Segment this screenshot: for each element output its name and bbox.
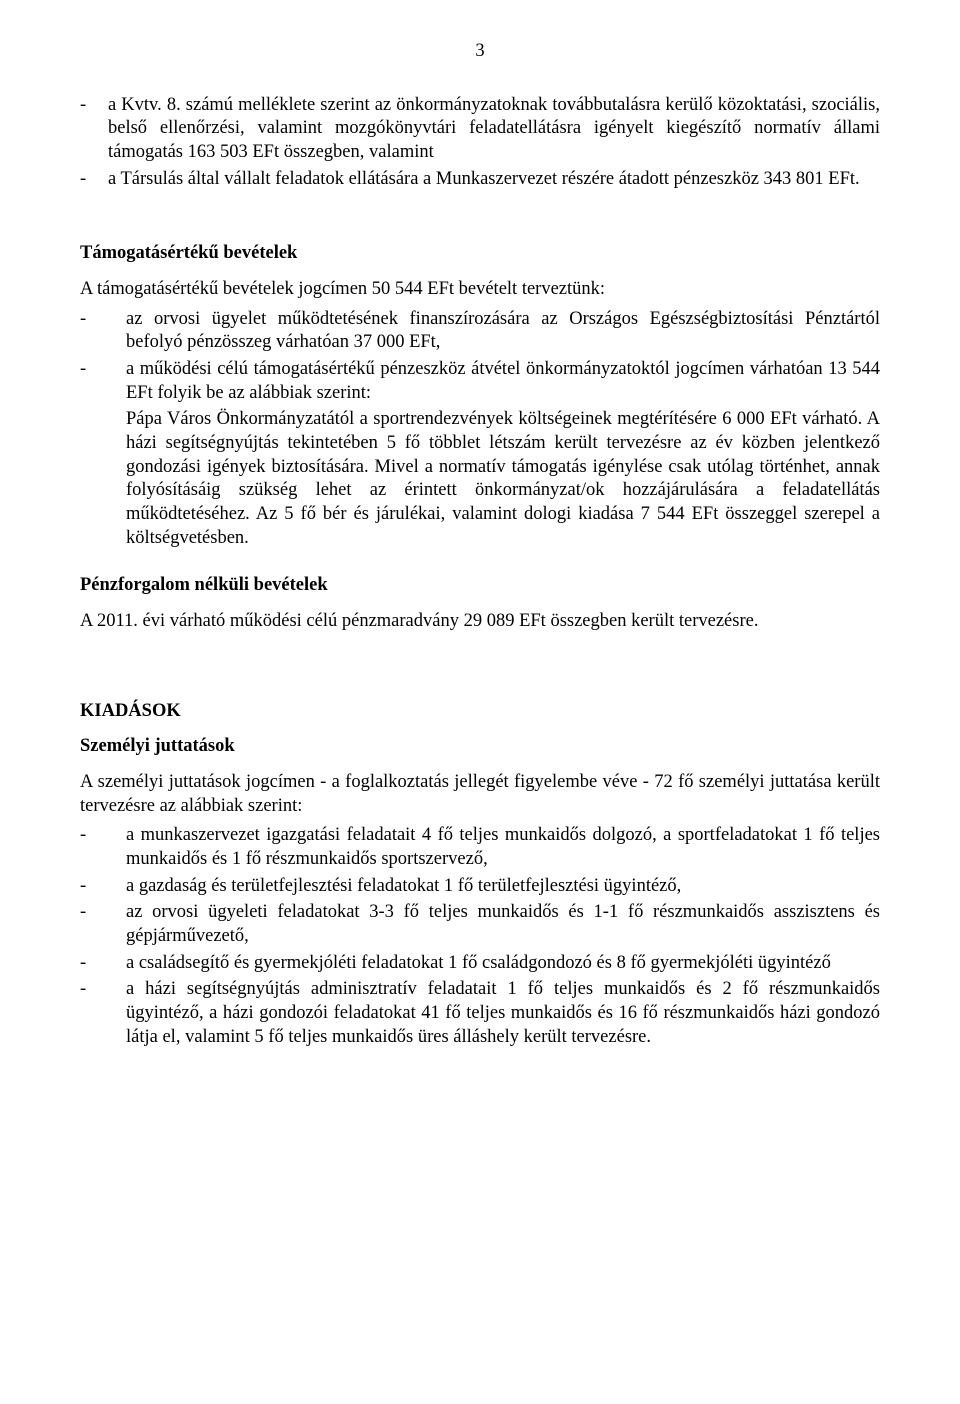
bullet-dash: -: [80, 875, 108, 899]
bullet-text: a működési célú támogatásértékű pénzeszk…: [108, 358, 880, 405]
bullet-dash: -: [80, 308, 108, 355]
heading-szemelyi: Személyi juttatások: [80, 735, 880, 759]
para-tamogatas-intro: A támogatásértékű bevételek jogcímen 50 …: [80, 278, 880, 302]
bullet-text: az orvosi ügyeleti feladatokat 3-3 fő te…: [108, 901, 880, 948]
bullet-text: a családsegítő és gyermekjóléti feladato…: [108, 952, 880, 976]
bullet-text: a Kvtv. 8. számú melléklete szerint az ö…: [108, 94, 880, 165]
page-number: 3: [80, 40, 880, 64]
bullet-tarsulas: - a Társulás által vállalt feladatok ell…: [80, 168, 880, 192]
bullet-text: a gazdaság és területfejlesztési feladat…: [108, 875, 880, 899]
bullet-dash: -: [80, 952, 108, 976]
heading-kiadasok: KIADÁSOK: [80, 700, 880, 724]
bullet-dash: -: [80, 358, 108, 405]
bullet-text: a házi segítségnyújtás adminisztratív fe…: [108, 978, 880, 1049]
bullet-mukodesi-cont: Pápa Város Önkormányzatától a sportrende…: [80, 408, 880, 550]
bullet-text: Pápa Város Önkormányzatától a sportrende…: [108, 408, 880, 550]
bullet-dash: -: [80, 978, 108, 1049]
bullet-gazdasag: - a gazdaság és területfejlesztési felad…: [80, 875, 880, 899]
bullet-text: a munkaszervezet igazgatási feladatait 4…: [108, 824, 880, 871]
bullet-dash: -: [80, 824, 108, 871]
heading-tamogatasertek: Támogatásértékű bevételek: [80, 242, 880, 266]
bullet-dash: -: [80, 168, 108, 192]
bullet-dash: -: [80, 901, 108, 948]
bullet-orvosi-ugyeleti: - az orvosi ügyeleti feladatokat 3-3 fő …: [80, 901, 880, 948]
bullet-kvtv-8: - a Kvtv. 8. számú melléklete szerint az…: [80, 94, 880, 165]
bullet-dash-empty: [80, 408, 108, 550]
bullet-munkaszervezet: - a munkaszervezet igazgatási feladatait…: [80, 824, 880, 871]
bullet-csaladsegito: - a családsegítő és gyermekjóléti felada…: [80, 952, 880, 976]
bullet-text: az orvosi ügyelet működtetésének finansz…: [108, 308, 880, 355]
bullet-dash: -: [80, 94, 108, 165]
para-szemelyi-intro: A személyi juttatások jogcímen - a fogla…: [80, 771, 880, 818]
bullet-text: a Társulás által vállalt feladatok ellát…: [108, 168, 880, 192]
heading-penzforgalom: Pénzforgalom nélküli bevételek: [80, 574, 880, 598]
bullet-hazi-segitseg: - a házi segítségnyújtás adminisztratív …: [80, 978, 880, 1049]
bullet-orvosi-ugyelet: - az orvosi ügyelet működtetésének finan…: [80, 308, 880, 355]
para-penzmaradvany: A 2011. évi várható működési célú pénzma…: [80, 610, 880, 634]
bullet-mukodesi-celu: - a működési célú támogatásértékű pénzes…: [80, 358, 880, 405]
